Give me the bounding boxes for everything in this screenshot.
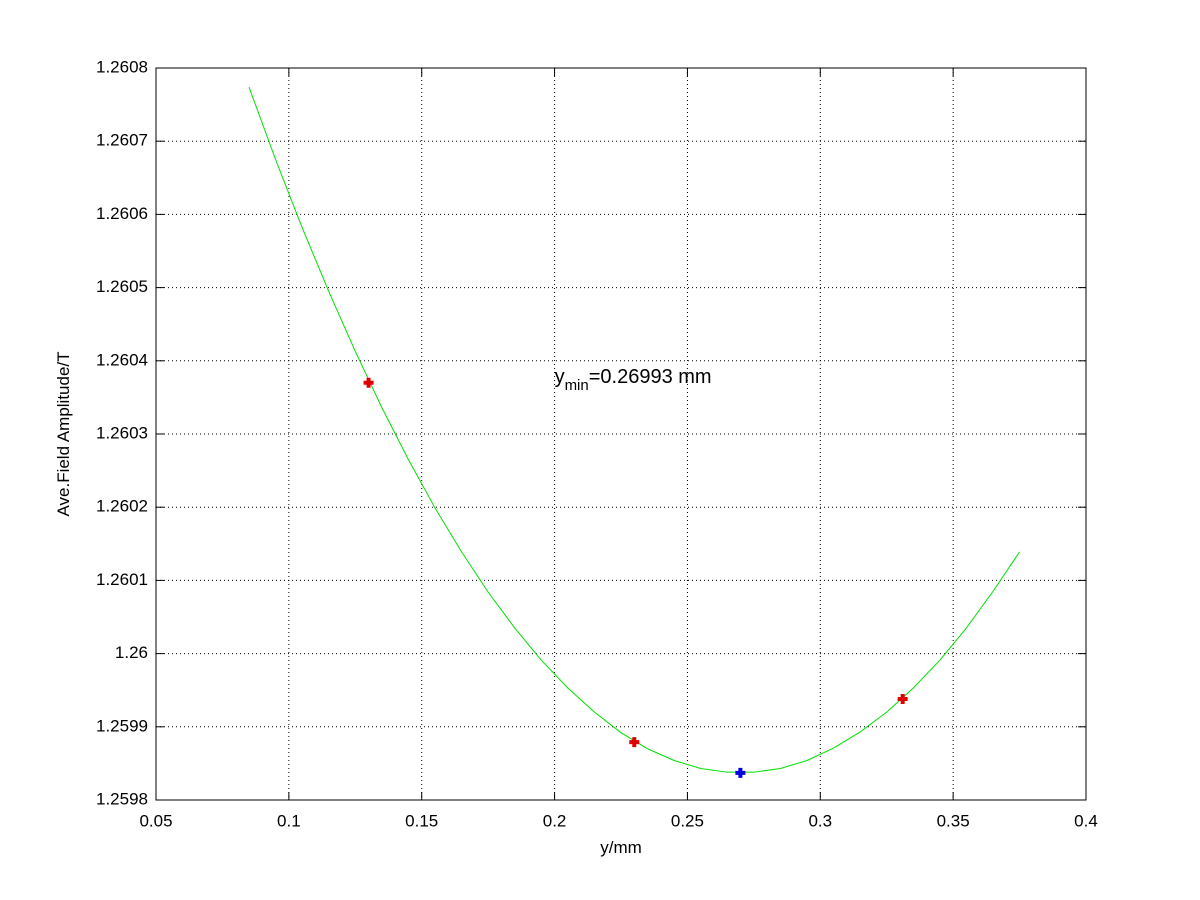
y-tick-label: 1.2608 — [96, 57, 148, 76]
x-tick-label: 0.3 — [808, 811, 832, 830]
y-tick-label: 1.2603 — [96, 423, 148, 442]
annotation-subscript: min — [565, 377, 589, 394]
x-axis-label: y/mm — [600, 838, 642, 857]
data-point — [735, 767, 746, 778]
annotation-text: =0.26993 mm — [589, 366, 712, 388]
y-tick-label: 1.2607 — [96, 131, 148, 150]
annotation-base: y — [555, 366, 565, 388]
axes-box — [155, 67, 1087, 801]
x-tick-label: 0.05 — [139, 811, 172, 830]
y-tick-label: 1.2602 — [96, 497, 148, 516]
y-tick-label: 1.2601 — [96, 570, 148, 589]
x-tick-label: 0.2 — [543, 811, 567, 830]
x-tick-label: 0.4 — [1074, 811, 1098, 830]
x-tick-label: 0.15 — [405, 811, 438, 830]
x-tick-label: 0.1 — [277, 811, 301, 830]
x-tick-label: 0.35 — [937, 811, 970, 830]
y-tick-label: 1.2605 — [96, 277, 148, 296]
annotation: ymin=0.26993 mm — [555, 366, 712, 394]
y-tick-label: 1.2599 — [96, 716, 148, 735]
y-tick-label: 1.2606 — [96, 204, 148, 223]
data-point — [629, 737, 640, 748]
data-point — [363, 377, 374, 388]
data-point — [897, 693, 908, 704]
y-axis-label: Ave.Field Amplitude/T — [54, 351, 73, 516]
y-tick-label: 1.26 — [115, 643, 148, 662]
y-tick-label: 1.2598 — [96, 789, 148, 808]
y-tick-label: 1.2604 — [96, 350, 148, 369]
x-tick-label: 0.25 — [671, 811, 704, 830]
